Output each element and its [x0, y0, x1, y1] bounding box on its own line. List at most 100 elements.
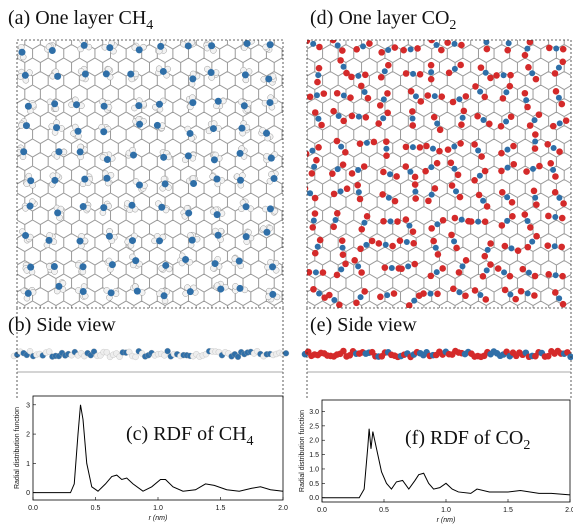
oxygen [357, 82, 365, 90]
oxygen [507, 113, 515, 120]
co2-molecule [307, 40, 323, 51]
carbon [307, 190, 314, 197]
y-axis-label: Radial distribution function [14, 407, 21, 489]
oxygen [375, 240, 383, 247]
ch4-molecule [260, 73, 277, 86]
oxygen [436, 147, 443, 155]
panel-title: (d) One layer CO2 [310, 7, 456, 33]
carbon [412, 188, 419, 195]
carbon [477, 88, 484, 95]
oxygen [402, 143, 410, 151]
co2-molecule [479, 261, 494, 280]
carbon [529, 70, 536, 77]
oxygen [472, 83, 479, 90]
ch4-molecule [180, 40, 197, 50]
ch4-molecule [101, 40, 118, 55]
carbon [74, 127, 82, 135]
rdf-curve [322, 428, 571, 499]
oxygen [552, 173, 559, 180]
co2-molecule [357, 237, 376, 253]
carbon [158, 203, 166, 211]
ch4-molecule [22, 172, 36, 189]
ch4-molecule [24, 100, 37, 115]
oxygen [526, 122, 534, 129]
oxygen [378, 49, 385, 56]
oxygen [462, 292, 469, 300]
co2-molecule [552, 289, 567, 308]
carbon [530, 165, 537, 172]
oxygen [467, 218, 475, 225]
oxygen [361, 288, 368, 295]
oxygen [498, 188, 506, 196]
carbon [553, 45, 560, 52]
oxygen [383, 138, 390, 146]
ch4-molecule [236, 145, 248, 160]
oxygen [544, 140, 551, 148]
oxygen [559, 58, 567, 66]
oxygen [423, 142, 430, 150]
ch4-molecule [48, 119, 65, 136]
co2-molecule [338, 237, 347, 258]
co2-molecule [547, 160, 559, 180]
oxygen [508, 199, 516, 206]
oxygen [514, 247, 522, 254]
ch4-molecule [258, 127, 274, 142]
carbon [338, 266, 345, 273]
co2-molecule [348, 71, 369, 81]
carbon [263, 228, 271, 236]
annotation-subscript: 4 [247, 434, 254, 449]
oxygen [478, 153, 485, 160]
co2-molecule [523, 162, 543, 175]
oxygen [310, 285, 317, 293]
y-tick-label: 0.5 [309, 481, 319, 488]
oxygen [504, 46, 511, 54]
oxygen [360, 163, 368, 170]
carbon [361, 89, 368, 96]
carbon [508, 245, 515, 252]
ch4-molecule [213, 97, 227, 110]
ch4-molecule [46, 262, 58, 275]
oxygen [474, 112, 481, 120]
ch4-molecule [99, 151, 116, 164]
carbon [188, 236, 196, 244]
ch4-molecule [155, 40, 167, 55]
oxygen [521, 51, 529, 59]
oxygen [316, 236, 324, 244]
oxygen [411, 260, 419, 268]
oxygen [379, 191, 386, 198]
carbon [451, 65, 458, 72]
co2-molecule [351, 257, 365, 276]
carbon [105, 232, 113, 240]
co2-molecule [498, 188, 516, 206]
oxygen [483, 45, 491, 53]
oxygen [333, 89, 341, 97]
atom [234, 353, 242, 361]
ch4-molecule [20, 286, 37, 302]
co2-molecule [409, 108, 417, 129]
annotation-text: (f) RDF of CO [405, 427, 523, 449]
oxygen [523, 168, 530, 175]
carbon [54, 72, 62, 80]
co2-molecule [444, 140, 464, 153]
oxygen [315, 144, 322, 151]
carbon [235, 257, 243, 265]
oxygen [414, 45, 421, 52]
oxygen [416, 71, 424, 78]
oxygen [391, 197, 399, 205]
carbon [504, 194, 511, 201]
ch4-molecule [46, 98, 60, 113]
oxygen [343, 69, 350, 77]
oxygen [357, 245, 364, 253]
oxygen [348, 170, 356, 177]
carbon [263, 129, 271, 137]
oxygen [457, 61, 464, 69]
oxygen [351, 257, 358, 264]
oxygen [545, 44, 553, 52]
oxygen [417, 98, 425, 105]
carbon [387, 171, 394, 178]
carbon [552, 214, 559, 221]
carbon [214, 231, 222, 239]
carbon [73, 101, 81, 109]
carbon [313, 92, 320, 99]
